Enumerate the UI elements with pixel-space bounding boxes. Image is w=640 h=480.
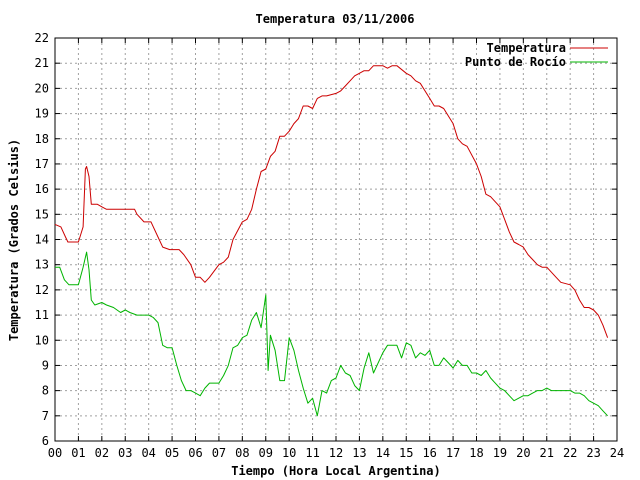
x-tick-label: 14	[376, 446, 390, 460]
y-tick-label: 11	[35, 308, 49, 322]
x-tick-label: 23	[586, 446, 600, 460]
y-tick-label: 13	[35, 258, 49, 272]
x-tick-label: 17	[446, 446, 460, 460]
legend-label: Punto de Rocío	[465, 55, 566, 69]
x-tick-label: 02	[95, 446, 109, 460]
y-tick-label: 18	[35, 132, 49, 146]
x-tick-label: 15	[399, 446, 413, 460]
x-tick-label: 21	[540, 446, 554, 460]
y-tick-label: 21	[35, 56, 49, 70]
x-tick-label: 16	[422, 446, 436, 460]
chart-title: Temperatura 03/11/2006	[256, 12, 415, 26]
x-tick-label: 05	[165, 446, 179, 460]
y-tick-label: 7	[42, 409, 49, 423]
x-tick-label: 13	[352, 446, 366, 460]
x-tick-label: 11	[305, 446, 319, 460]
x-tick-label: 22	[563, 446, 577, 460]
x-tick-label: 19	[493, 446, 507, 460]
x-tick-label: 24	[610, 446, 624, 460]
legend-label: Temperatura	[487, 41, 566, 55]
x-tick-label: 04	[141, 446, 155, 460]
y-tick-label: 10	[35, 333, 49, 347]
x-axis-title: Tiempo (Hora Local Argentina)	[231, 464, 441, 478]
x-tick-label: 09	[259, 446, 273, 460]
grid	[55, 38, 617, 441]
series-lines	[54, 65, 609, 417]
x-tick-label: 03	[118, 446, 132, 460]
y-axis-title: Temperatura (Grados Celsius)	[7, 139, 21, 341]
x-tick-label: 20	[516, 446, 530, 460]
y-tick-label: 15	[35, 207, 49, 221]
y-tick-label: 14	[35, 233, 49, 247]
x-tick-label: 07	[212, 446, 226, 460]
y-tick-label: 9	[42, 358, 49, 372]
x-tick-label: 18	[469, 446, 483, 460]
x-tick-label: 08	[235, 446, 249, 460]
x-tick-label: 10	[282, 446, 296, 460]
series-line-1	[54, 65, 609, 338]
x-tick-label: 00	[48, 446, 62, 460]
y-tick-label: 12	[35, 283, 49, 297]
series-line-2	[55, 251, 608, 417]
x-tick-label: 06	[188, 446, 202, 460]
y-tick-label: 16	[35, 182, 49, 196]
y-tick-label: 19	[35, 107, 49, 121]
x-tick-label: 01	[71, 446, 85, 460]
x-tick-label: 12	[329, 446, 343, 460]
y-tick-label: 20	[35, 81, 49, 95]
y-tick-label: 17	[35, 157, 49, 171]
y-tick-label: 22	[35, 31, 49, 45]
y-tick-label: 6	[42, 434, 49, 448]
y-tick-label: 8	[42, 384, 49, 398]
axis-ticks: 00 01 02 03 04 05 06 07 08 09 10 11 12 13 14 15 16 17 18 19…	[35, 31, 625, 460]
